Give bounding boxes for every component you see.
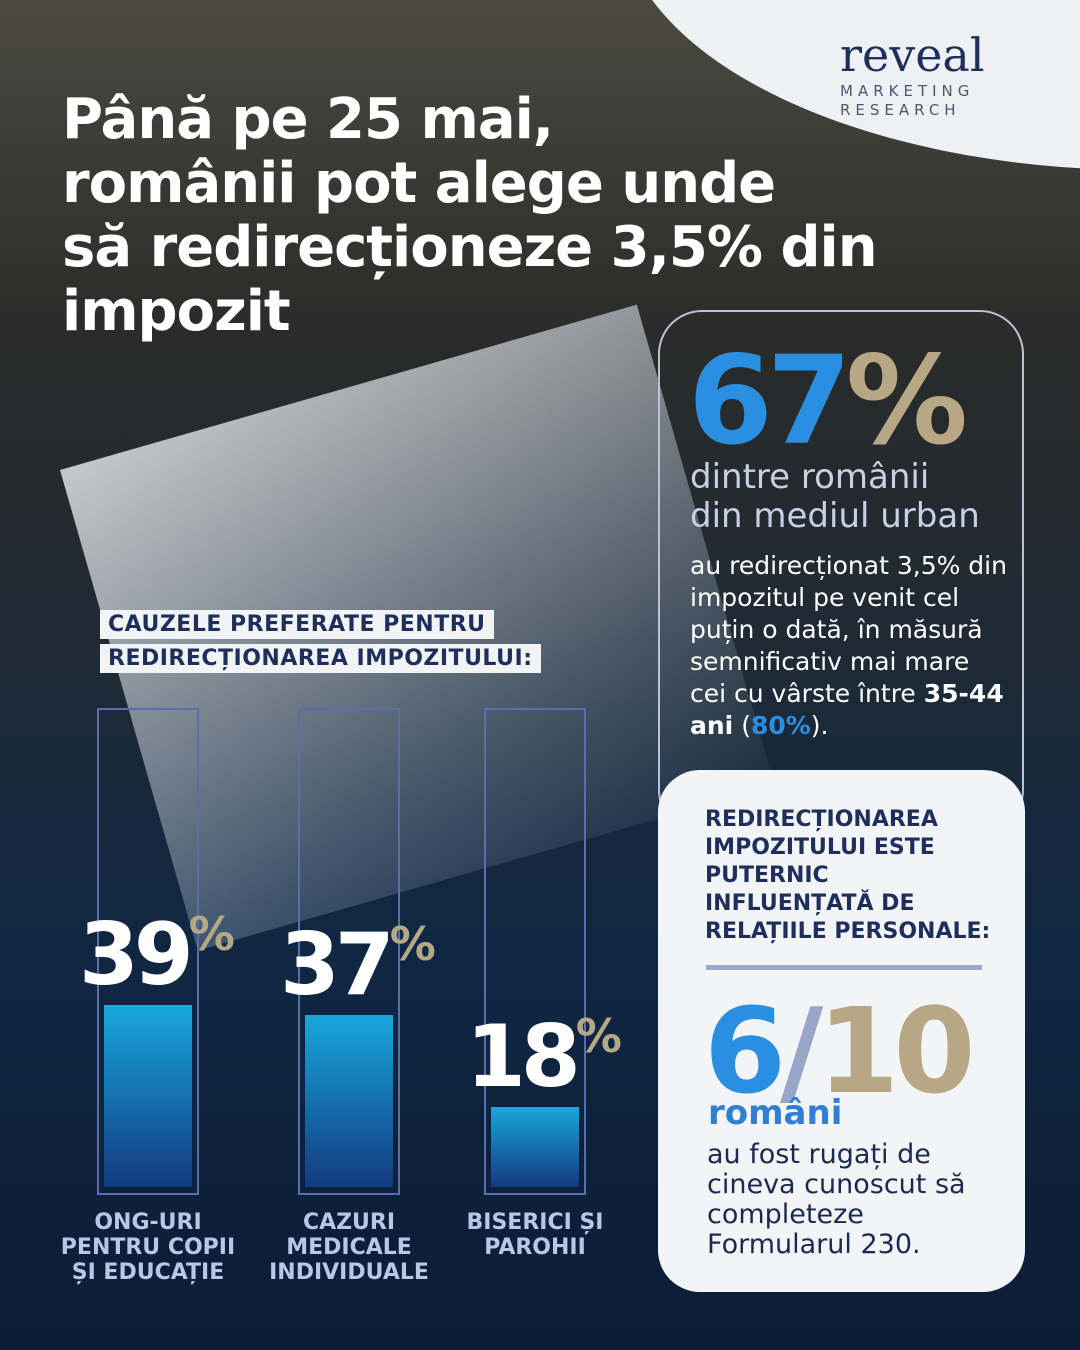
figure-part: % bbox=[845, 330, 968, 472]
unit: % bbox=[389, 916, 436, 971]
stat-figure: 6/10 bbox=[704, 982, 975, 1120]
title-line: românii pot alege unde bbox=[62, 151, 776, 216]
text: ). bbox=[810, 711, 829, 740]
text: ( bbox=[733, 711, 751, 740]
stat-heading: REDIRECȚIONAREA IMPOZITULUI ESTE PUTERNI… bbox=[705, 807, 991, 944]
unit: % bbox=[575, 1009, 622, 1064]
figure-part: / bbox=[780, 982, 823, 1120]
category-label: ONG-URI PENTRU COPII ȘI EDUCAȚIE bbox=[60, 1210, 236, 1285]
text: 80% bbox=[750, 711, 811, 740]
stat-body: au redirecționat 3,5% din impozitul pe v… bbox=[690, 550, 1010, 742]
logo: reveal MARKETING RESEARCH bbox=[840, 28, 985, 120]
chart-title: REDIRECȚIONAREA IMPOZITULUI: bbox=[100, 644, 541, 673]
chart-title: CAUZELE PREFERATE PENTRU bbox=[100, 610, 494, 639]
stat-subject: români bbox=[708, 1093, 843, 1133]
stat-figure: 67% bbox=[688, 330, 968, 472]
logo-name: reveal bbox=[840, 28, 985, 82]
category-label: BISERICI ȘI PAROHII bbox=[466, 1210, 604, 1260]
divider bbox=[706, 965, 982, 970]
text: 35-44 ani bbox=[690, 679, 1004, 740]
figure-part: 6 bbox=[704, 982, 786, 1120]
bar-frame bbox=[97, 708, 199, 1195]
stat-subtitle: dintre românii din mediul urban bbox=[690, 458, 980, 536]
title: Până pe 25 mai, românii pot alege unde s… bbox=[62, 88, 1080, 344]
title-line: Până pe 25 mai, bbox=[62, 87, 554, 152]
value-label: 37% bbox=[280, 914, 436, 1015]
unit: % bbox=[188, 907, 235, 962]
bar bbox=[104, 1005, 192, 1187]
stat-subtitle-line: dintre românii bbox=[690, 457, 930, 497]
figure-part: 10 bbox=[817, 982, 975, 1120]
bar bbox=[491, 1107, 579, 1187]
bar bbox=[305, 1014, 393, 1187]
figure-part: 67 bbox=[688, 330, 852, 472]
stat-subtitle-line: din mediul urban bbox=[690, 496, 980, 536]
category-label: CAZURI MEDICALE INDIVIDUALE bbox=[269, 1210, 429, 1285]
stat-card bbox=[658, 770, 1025, 1292]
value-label: 18% bbox=[466, 1007, 622, 1108]
logo-tagline: RESEARCH bbox=[840, 101, 961, 119]
logo-tagline: MARKETING bbox=[840, 82, 975, 100]
bar-frame bbox=[484, 708, 586, 1195]
title-line: să redirecționeze 3,5% din impozit bbox=[62, 215, 878, 344]
value-label: 39% bbox=[79, 905, 235, 1006]
text: au redirecționat 3,5% din impozitul pe v… bbox=[690, 551, 1007, 708]
stat-body: au fost rugați de cineva cunoscut să com… bbox=[707, 1139, 966, 1260]
bar-frame bbox=[298, 708, 400, 1195]
